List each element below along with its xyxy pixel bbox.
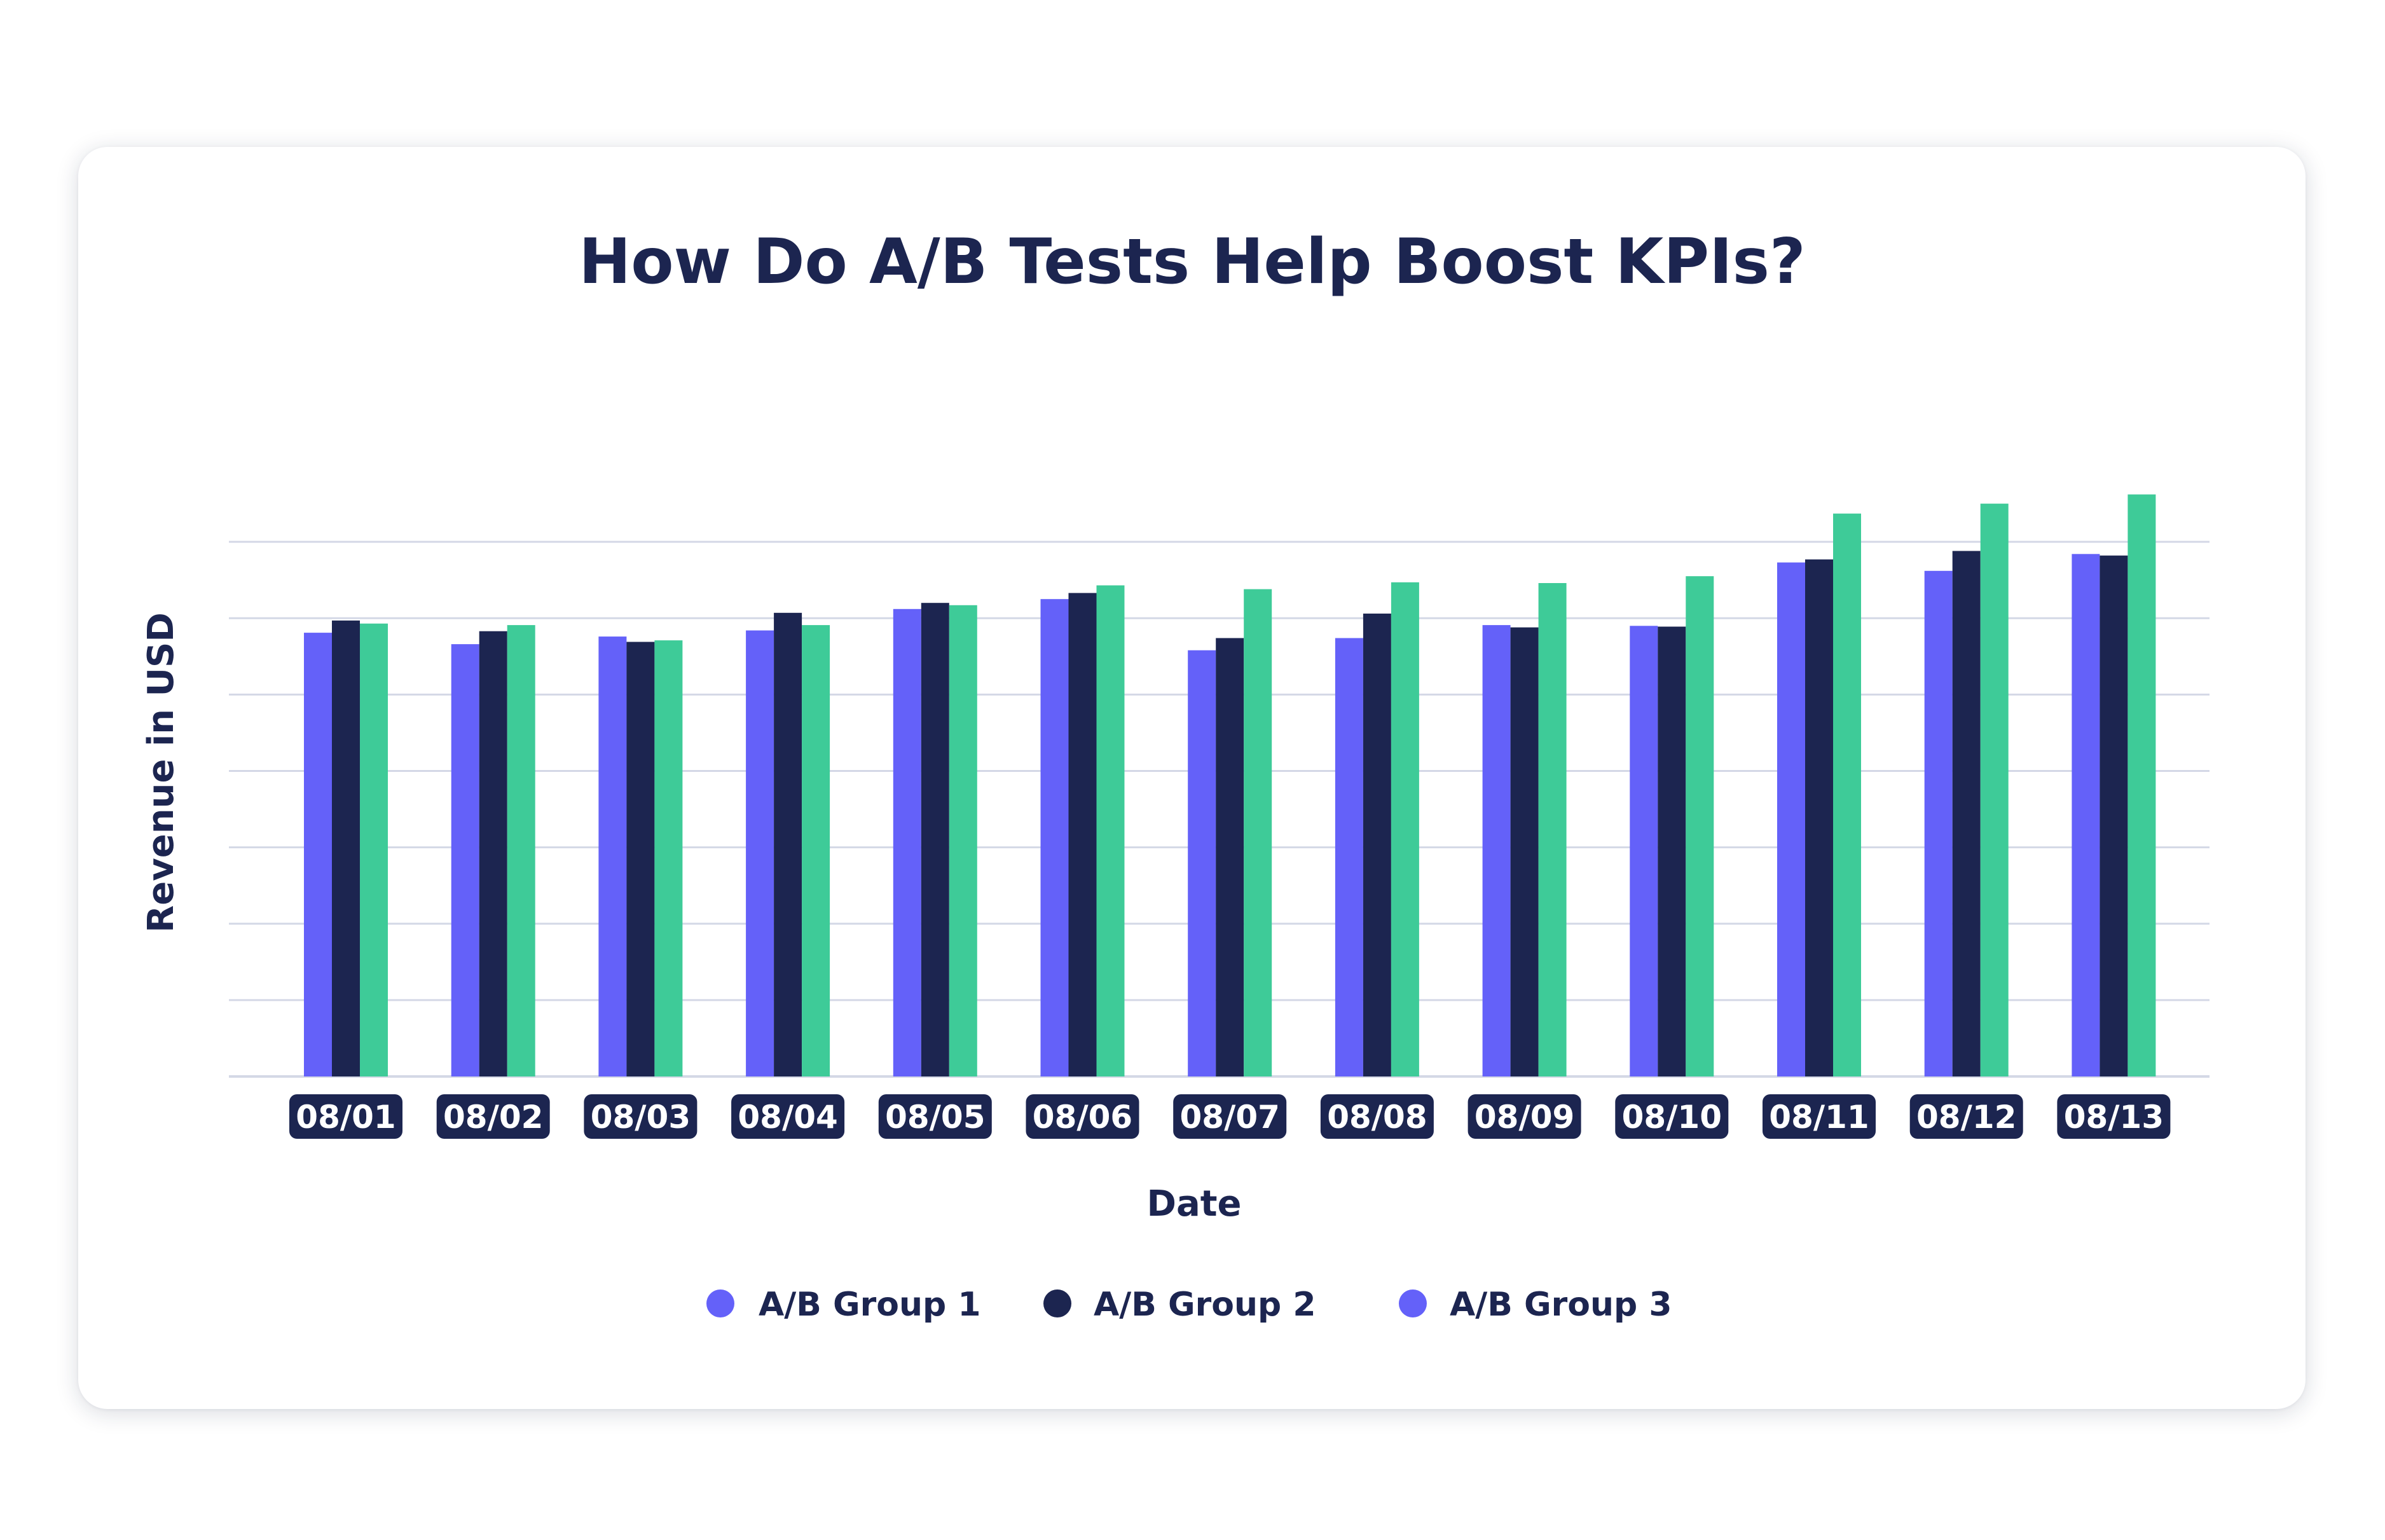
bar-1-08-07 xyxy=(1188,650,1216,1076)
bar-3-08-03 xyxy=(654,640,683,1076)
bar-3-08-05 xyxy=(949,605,977,1076)
x-tick-label: 08/12 xyxy=(1916,1099,2016,1136)
bar-3-08-13 xyxy=(2127,494,2156,1076)
legend-label: A/B Group 2 xyxy=(1094,1286,1316,1324)
x-tick-badge xyxy=(1467,1094,1581,1139)
bar-2-08-08 xyxy=(1363,614,1391,1076)
x-tick-label: 08/06 xyxy=(1033,1099,1132,1136)
bar-2-08-09 xyxy=(1510,627,1539,1076)
x-tick-label: 08/03 xyxy=(591,1099,691,1136)
bar-2-08-10 xyxy=(1658,626,1686,1076)
bar-layer xyxy=(304,494,2156,1076)
bar-3-08-02 xyxy=(507,625,535,1076)
bar-1-08-13 xyxy=(2072,554,2100,1076)
bar-2-08-04 xyxy=(774,612,802,1076)
x-tick-label: 08/04 xyxy=(738,1099,837,1136)
x-tick-label: 08/09 xyxy=(1474,1099,1574,1136)
legend-marker xyxy=(1043,1289,1071,1317)
bar-2-08-06 xyxy=(1068,593,1097,1076)
bar-1-08-08 xyxy=(1335,638,1363,1076)
bar-1-08-06 xyxy=(1040,599,1069,1076)
legend: A/B Group 1 A/B Group 2 A/B Group 3 xyxy=(706,1286,1672,1324)
x-tick-label: 08/05 xyxy=(885,1099,985,1136)
x-axis-ticks: 08/01 08/02 08/03 08/04 08/05 08/06 08/07 08/08… xyxy=(289,1094,2171,1139)
y-axis-title: Revenue in USD xyxy=(141,612,182,933)
bar-1-08-05 xyxy=(893,608,921,1076)
bar-1-08-12 xyxy=(1924,570,1953,1076)
x-tick-badge xyxy=(289,1094,402,1139)
x-tick-label: 08/10 xyxy=(1622,1099,1722,1136)
x-tick-label: 08/01 xyxy=(296,1099,395,1136)
bar-1-08-03 xyxy=(598,636,627,1076)
bar-1-08-01 xyxy=(304,633,332,1076)
chart-title: How Do A/B Tests Help Boost KPIs? xyxy=(579,226,1806,298)
bar-3-08-11 xyxy=(1833,513,1861,1076)
x-tick-badge xyxy=(1320,1094,1434,1139)
bar-2-08-12 xyxy=(1952,551,1981,1076)
bar-2-08-07 xyxy=(1216,638,1244,1076)
x-tick-label: 08/07 xyxy=(1179,1099,1279,1136)
bar-2-08-03 xyxy=(626,642,655,1076)
bar-2-08-02 xyxy=(479,631,507,1076)
x-axis-title: Date xyxy=(1146,1183,1241,1225)
bar-3-08-01 xyxy=(360,623,388,1076)
x-tick-badge xyxy=(436,1094,550,1139)
bar-3-08-06 xyxy=(1096,585,1125,1076)
bar-2-08-05 xyxy=(921,603,949,1076)
bar-1-08-02 xyxy=(451,644,479,1076)
bar-3-08-10 xyxy=(1686,576,1714,1076)
legend-label: A/B Group 1 xyxy=(759,1286,981,1324)
x-tick-badge xyxy=(1173,1094,1287,1139)
bar-3-08-09 xyxy=(1538,583,1567,1076)
x-tick-label: 08/11 xyxy=(1769,1099,1869,1136)
bar-3-08-12 xyxy=(1980,504,2009,1076)
legend-marker xyxy=(1399,1289,1427,1317)
x-tick-badge xyxy=(584,1094,698,1139)
legend-label: A/B Group 3 xyxy=(1450,1286,1672,1324)
bar-1-08-04 xyxy=(746,630,774,1076)
bar-1-08-10 xyxy=(1630,626,1658,1076)
bar-3-08-08 xyxy=(1391,582,1419,1076)
bar-2-08-11 xyxy=(1805,559,1833,1076)
x-tick-label: 08/13 xyxy=(2064,1099,2164,1136)
x-tick-badge xyxy=(1763,1094,1876,1139)
bar-1-08-11 xyxy=(1777,562,1805,1076)
x-tick-badge xyxy=(1615,1094,1729,1139)
x-tick-badge xyxy=(878,1094,992,1139)
x-tick-label: 08/08 xyxy=(1327,1099,1427,1136)
x-tick-badge xyxy=(1909,1094,2023,1139)
bar-1-08-09 xyxy=(1482,625,1511,1076)
bar-3-08-07 xyxy=(1244,589,1272,1076)
bar-3-08-04 xyxy=(802,625,830,1076)
bar-2-08-01 xyxy=(332,620,360,1076)
x-tick-badge xyxy=(2057,1094,2171,1139)
x-tick-badge xyxy=(1026,1094,1139,1139)
legend-marker xyxy=(706,1289,734,1317)
x-tick-badge xyxy=(731,1094,845,1139)
bar-2-08-13 xyxy=(2100,555,2128,1076)
x-tick-label: 08/02 xyxy=(443,1099,543,1136)
